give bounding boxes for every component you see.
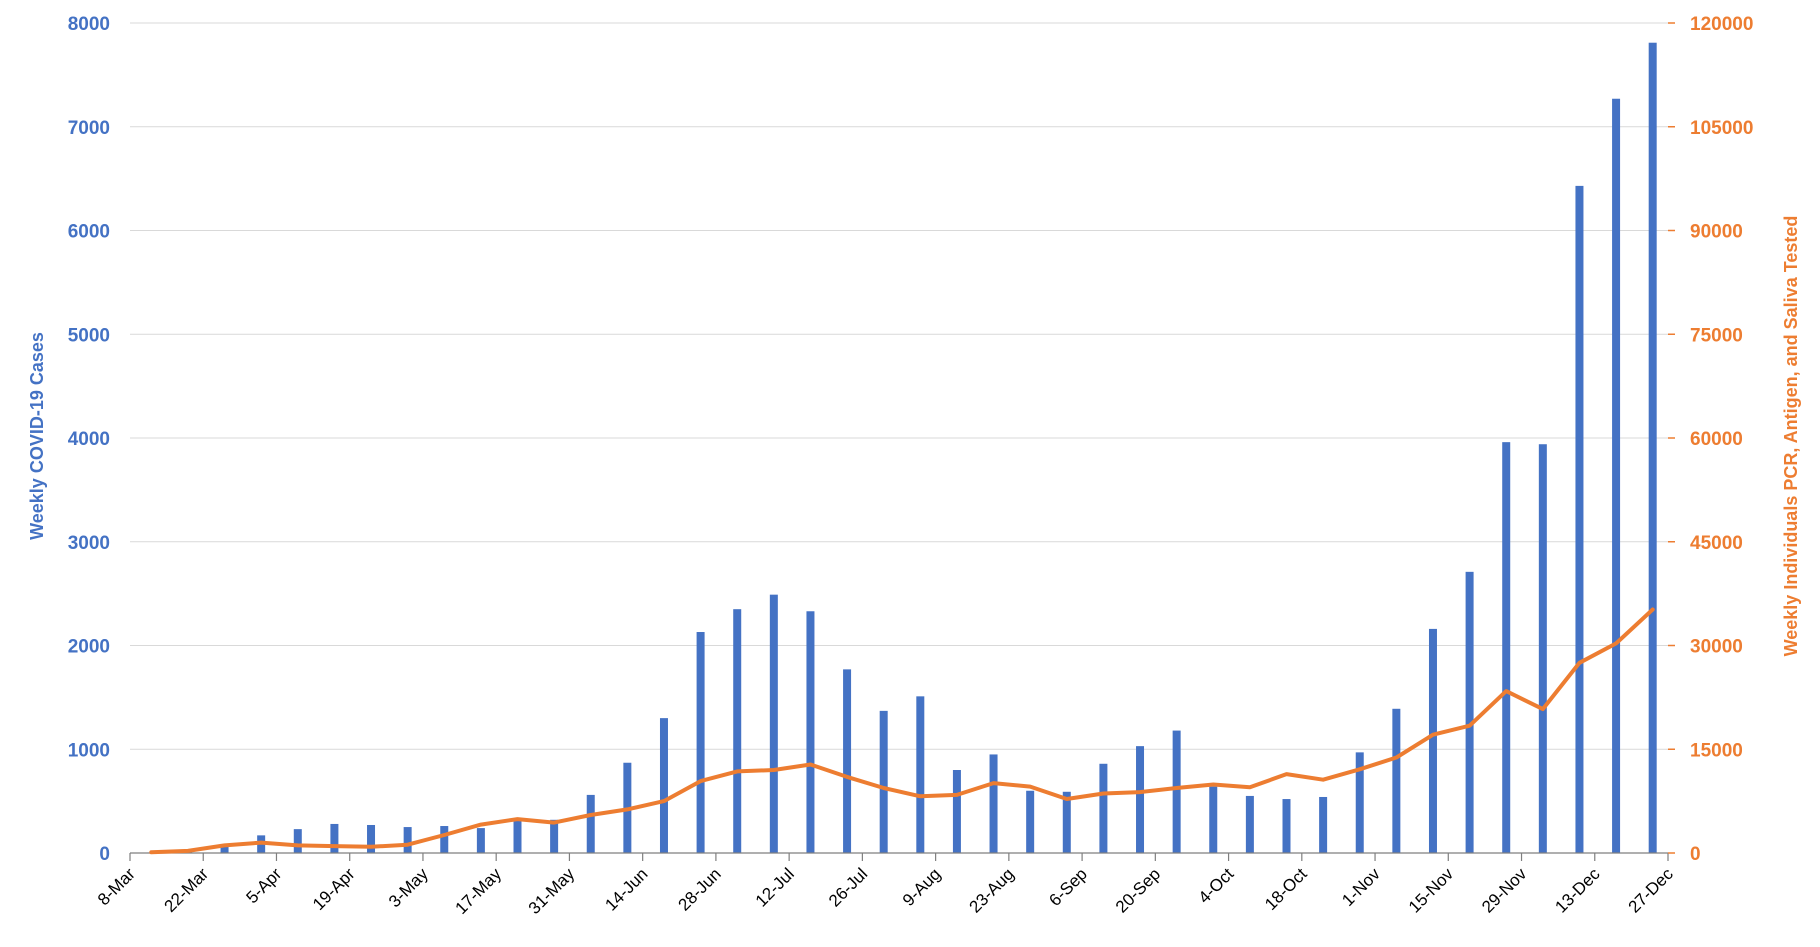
x-tick-label: 20-Sep <box>1112 864 1164 916</box>
y-right-tick-label: 15000 <box>1690 740 1743 761</box>
x-tick-label: 8-Mar <box>94 864 139 909</box>
x-tick-label: 19-Apr <box>309 864 359 914</box>
y-right-tick-label: 75000 <box>1690 325 1743 346</box>
case-bar <box>659 718 668 853</box>
x-tick-label: 6-Sep <box>1045 864 1091 910</box>
y-left-tick-label: 6000 <box>68 222 110 243</box>
x-tick-label: 27-Dec <box>1625 864 1678 917</box>
x-tick-label: 9-Aug <box>899 864 945 910</box>
y-right-tick-label: 45000 <box>1690 533 1743 554</box>
case-bar <box>1502 442 1511 853</box>
case-bar <box>220 846 229 853</box>
y-left-tick-label: 5000 <box>68 325 110 346</box>
x-tick-label: 5-Apr <box>242 864 285 907</box>
y-left-tick-label: 1000 <box>68 740 110 761</box>
case-bar <box>1099 763 1108 853</box>
gridlines <box>130 22 1668 750</box>
case-bar <box>550 819 559 853</box>
case-bar <box>1319 796 1328 853</box>
x-axis <box>129 852 1669 861</box>
case-bar <box>1062 791 1071 853</box>
case-bar <box>1612 98 1621 854</box>
case-bar <box>1538 444 1547 853</box>
x-tick-label: 29-Nov <box>1478 864 1531 917</box>
tests-line-path <box>149 607 1655 855</box>
case-bar <box>806 611 815 853</box>
case-bar <box>879 710 888 853</box>
case-bar <box>1465 571 1474 853</box>
case-bar <box>1136 746 1145 853</box>
case-bar <box>403 827 412 853</box>
y-right-tick-label: 90000 <box>1690 222 1743 243</box>
y-left-tick-label: 3000 <box>68 533 110 554</box>
case-bar <box>916 696 925 853</box>
y-left-tick-label: 4000 <box>68 429 110 450</box>
y-right-tick-label: 60000 <box>1690 429 1743 450</box>
case-bar <box>293 829 302 853</box>
y-axis-left: 0 1000 2000 3000 4000 5000 6000 7000 8000 <box>68 14 110 865</box>
y-left-tick-label: 2000 <box>68 637 110 658</box>
y-left-tick-label: 7000 <box>68 118 110 139</box>
case-bar <box>1392 708 1401 853</box>
x-tick-label: 13-Dec <box>1551 864 1604 917</box>
case-bar <box>989 754 998 853</box>
y-right-tick-label: 105000 <box>1690 118 1753 139</box>
y-axis-right-title: Weekly Individuals PCR, Antigen, and Sal… <box>1781 216 1801 657</box>
x-tick-label: 23-Aug <box>966 864 1018 916</box>
case-bar <box>1209 786 1218 853</box>
case-bar <box>1245 795 1254 853</box>
case-bar <box>513 818 522 853</box>
x-tick-label: 22-Mar <box>161 864 213 916</box>
case-bar <box>367 824 376 853</box>
case-bar <box>1648 42 1657 853</box>
case-bar <box>843 669 852 853</box>
x-tick-label: 14-Jun <box>601 864 651 914</box>
case-bar <box>1428 628 1437 853</box>
case-bar <box>586 794 595 853</box>
case-bar <box>1172 730 1181 853</box>
x-tick-label: 12-Jul <box>752 864 798 910</box>
case-bar <box>696 632 705 853</box>
y-left-tick-label: 8000 <box>68 14 110 35</box>
x-tick-label: 17-May <box>452 864 506 918</box>
case-bar <box>440 826 449 853</box>
x-tick-label: 26-Jul <box>825 864 871 910</box>
y-left-tick-label: 0 <box>99 844 110 865</box>
x-tick-label: 18-Oct <box>1261 864 1311 914</box>
x-tick-label: 31-May <box>525 864 579 918</box>
y-right-tick-label: 120000 <box>1690 14 1753 35</box>
x-tick-label: 15-Nov <box>1405 864 1458 917</box>
case-bar <box>733 609 742 853</box>
y-right-tick-label: 0 <box>1690 844 1701 865</box>
case-bar <box>1355 752 1364 853</box>
x-tick-label: 3-May <box>385 864 432 911</box>
y-axis-left-title: Weekly COVID-19 Cases <box>27 332 47 540</box>
cases-bars <box>147 42 1657 854</box>
case-bar <box>952 770 961 853</box>
x-tick-label: 1-Nov <box>1338 864 1384 910</box>
case-bar <box>1026 790 1035 853</box>
case-bar <box>1575 185 1584 853</box>
tests-line <box>149 607 1655 855</box>
x-tick-label: 28-Jun <box>675 864 725 914</box>
x-tick-labels: 8-Mar 22-Mar 5-Apr 19-Apr 3-May 17-May 31-May 1… <box>94 864 1677 918</box>
case-bar <box>330 823 339 853</box>
y-axis-right: 0 15000 30000 45000 60000 75000 90000 105000 120… <box>1668 14 1753 865</box>
case-bar <box>769 594 778 853</box>
x-tick-label: 4-Oct <box>1195 864 1238 907</box>
y-right-tick-label: 30000 <box>1690 637 1743 658</box>
case-bar <box>476 828 485 853</box>
case-bar <box>1282 799 1291 853</box>
